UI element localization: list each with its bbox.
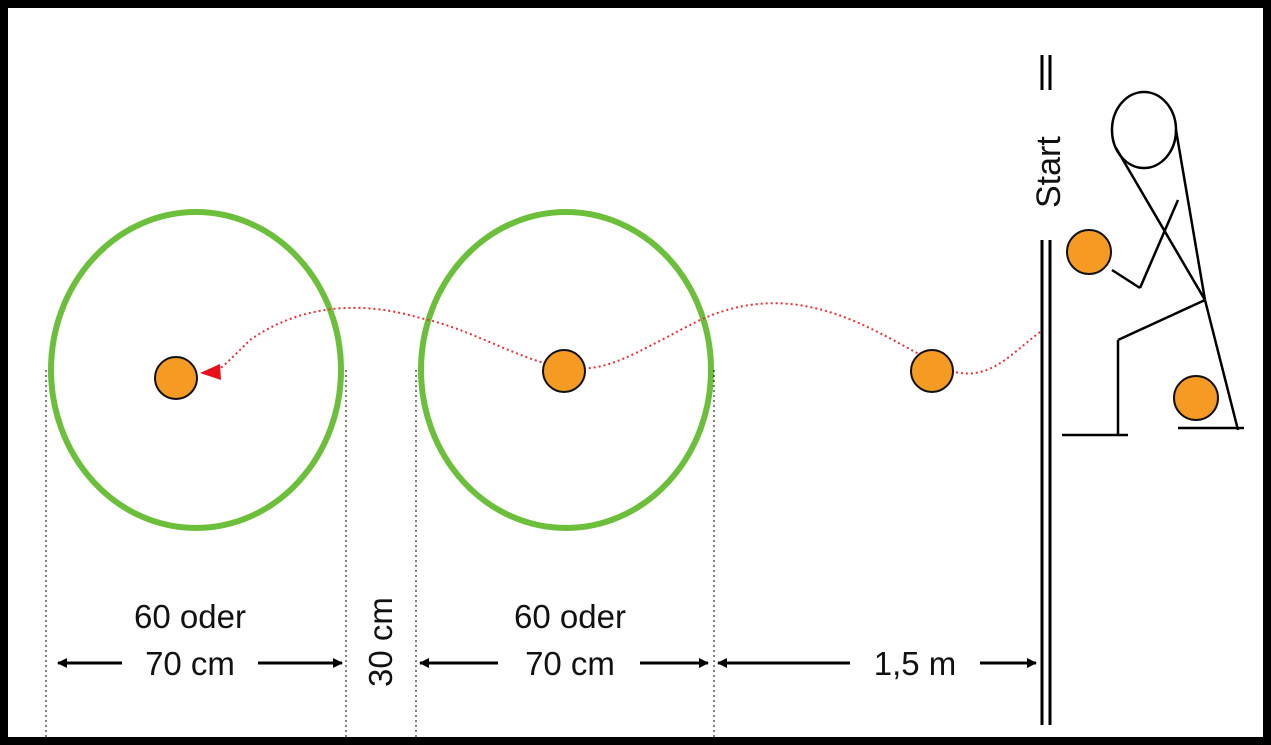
circle2-size-bottom: 70 cm — [525, 645, 615, 682]
measurement-guides — [45, 370, 715, 737]
path-arrowhead — [200, 364, 221, 380]
stick-figure-person-icon — [1062, 90, 1244, 437]
run-up-distance: 1,5 m — [874, 645, 957, 682]
gap-label: 30 cm — [362, 597, 399, 687]
start-line — [1040, 55, 1052, 725]
circle2-size-top: 60 oder — [514, 598, 626, 635]
start-label: Start — [1030, 136, 1068, 208]
ball-in-hand — [1066, 229, 1112, 275]
ball-left — [154, 356, 198, 400]
ball-at-feet — [1173, 375, 1219, 421]
circle1-size-bottom: 70 cm — [145, 645, 235, 682]
ball-right — [910, 349, 954, 393]
hoop-middle — [418, 209, 714, 531]
ball-middle — [542, 349, 586, 393]
hoop-left — [48, 209, 344, 531]
circle1-size-top: 60 oder — [134, 598, 246, 635]
